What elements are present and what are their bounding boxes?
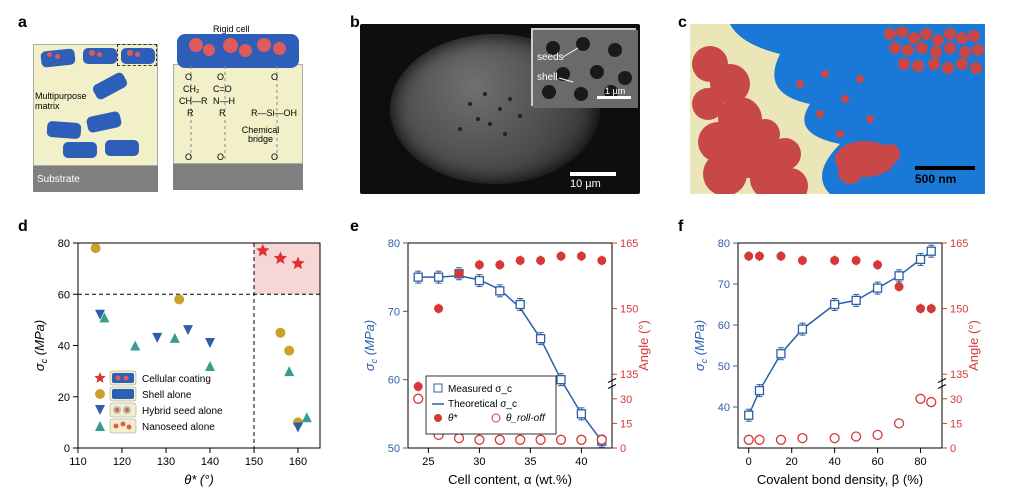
svg-text:25: 25 bbox=[422, 456, 434, 468]
svg-text:Nanoseed alone: Nanoseed alone bbox=[142, 422, 215, 433]
svg-text:80: 80 bbox=[914, 456, 926, 468]
inset-shell-label: shell bbox=[537, 72, 558, 83]
svg-text:15: 15 bbox=[950, 418, 962, 430]
schematic-left: Substrate Multipurpose matrix bbox=[33, 44, 158, 194]
svg-text:50: 50 bbox=[718, 361, 730, 373]
svg-text:Cell content, α (wt.%): Cell content, α (wt.%) bbox=[448, 472, 572, 487]
panel-b-sem: seeds shell 1 µm 10 µm bbox=[360, 24, 640, 194]
svg-text:0: 0 bbox=[746, 456, 752, 468]
rigid-cell-label: Rigid cell bbox=[213, 24, 250, 34]
svg-text:130: 130 bbox=[157, 456, 175, 468]
svg-text:0: 0 bbox=[64, 443, 70, 455]
schematic-right: Rigid cell O CH₂ CH—R R O O C=O N—H R O … bbox=[173, 34, 303, 194]
svg-text:30: 30 bbox=[950, 394, 962, 406]
svg-text:Shell alone: Shell alone bbox=[142, 390, 192, 401]
zoom-box bbox=[117, 44, 157, 66]
svg-text:Covalent bond density, β (%): Covalent bond density, β (%) bbox=[757, 472, 923, 487]
svg-text:80: 80 bbox=[388, 238, 400, 250]
svg-text:80: 80 bbox=[58, 238, 70, 250]
svg-text:40: 40 bbox=[718, 402, 730, 414]
svg-text:40: 40 bbox=[575, 456, 587, 468]
svg-text:140: 140 bbox=[201, 456, 219, 468]
label-f: f bbox=[678, 218, 683, 236]
matrix-label: Multipurpose matrix bbox=[35, 92, 95, 112]
svg-text:Theoretical σ_c: Theoretical σ_c bbox=[448, 399, 517, 410]
svg-text:θ_roll-off: θ_roll-off bbox=[506, 413, 546, 424]
svg-text:165: 165 bbox=[620, 238, 638, 250]
svg-text:160: 160 bbox=[289, 456, 307, 468]
svg-text:150: 150 bbox=[950, 304, 968, 316]
svg-text:Hybrid seed alone: Hybrid seed alone bbox=[142, 406, 223, 417]
svg-text:150: 150 bbox=[245, 456, 263, 468]
svg-text:60: 60 bbox=[58, 289, 70, 301]
svg-text:Angle (°): Angle (°) bbox=[636, 320, 651, 371]
svg-text:60: 60 bbox=[388, 375, 400, 387]
chart-e: 506070800153013515016525303540Cell conte… bbox=[360, 235, 660, 490]
label-b: b bbox=[350, 14, 360, 32]
svg-text:70: 70 bbox=[718, 279, 730, 291]
svg-text:20: 20 bbox=[58, 392, 70, 404]
svg-text:θ*: θ* bbox=[448, 413, 458, 424]
svg-text:θ* (°): θ* (°) bbox=[184, 472, 214, 487]
sem-inset: seeds shell 1 µm bbox=[531, 28, 636, 106]
svg-text:σc (MPa): σc (MPa) bbox=[32, 320, 49, 371]
svg-text:60: 60 bbox=[718, 320, 730, 332]
svg-text:0: 0 bbox=[950, 443, 956, 455]
main-scalebar-b: 10 µm bbox=[570, 172, 616, 190]
label-d: d bbox=[18, 218, 28, 236]
svg-text:30: 30 bbox=[620, 394, 632, 406]
svg-text:70: 70 bbox=[388, 306, 400, 318]
svg-text:30: 30 bbox=[473, 456, 485, 468]
svg-text:150: 150 bbox=[620, 304, 638, 316]
panel-c-sem-color: 500 nm bbox=[690, 24, 985, 194]
svg-text:50: 50 bbox=[388, 443, 400, 455]
svg-text:0: 0 bbox=[620, 443, 626, 455]
inset-seeds-label: seeds bbox=[537, 52, 564, 63]
svg-text:σc (MPa): σc (MPa) bbox=[362, 320, 379, 371]
svg-text:Cellular coating: Cellular coating bbox=[142, 374, 211, 385]
svg-text:40: 40 bbox=[58, 341, 70, 353]
svg-text:σc (MPa): σc (MPa) bbox=[692, 320, 709, 371]
svg-text:40: 40 bbox=[829, 456, 841, 468]
svg-text:80: 80 bbox=[718, 238, 730, 250]
substrate-label: Substrate bbox=[37, 174, 80, 185]
inset-scale: 1 µm bbox=[605, 86, 625, 96]
label-a: a bbox=[18, 14, 27, 32]
svg-text:60: 60 bbox=[871, 456, 883, 468]
svg-text:165: 165 bbox=[950, 238, 968, 250]
chart-f: 405060708001530135150165020406080Covalen… bbox=[690, 235, 990, 490]
label-e: e bbox=[350, 218, 359, 236]
svg-text:110: 110 bbox=[69, 456, 87, 468]
svg-text:120: 120 bbox=[113, 456, 131, 468]
panel-a-schematic: Substrate Multipurpose matrix Rigid cell bbox=[33, 24, 303, 194]
label-c: c bbox=[678, 14, 687, 32]
main-scalebar-c: 500 nm bbox=[915, 166, 975, 186]
svg-text:15: 15 bbox=[620, 418, 632, 430]
svg-text:Angle (°): Angle (°) bbox=[966, 320, 981, 371]
bridge-label: Chemical bridge bbox=[233, 126, 288, 144]
svg-text:20: 20 bbox=[786, 456, 798, 468]
svg-text:Measured σ_c: Measured σ_c bbox=[448, 384, 512, 395]
chem-bridge-svg bbox=[173, 66, 303, 176]
svg-text:35: 35 bbox=[524, 456, 536, 468]
chart-d: 110 120 130 140 150 160 0 20 40 60 80 θ* (°) σc (MPa… bbox=[30, 235, 330, 490]
